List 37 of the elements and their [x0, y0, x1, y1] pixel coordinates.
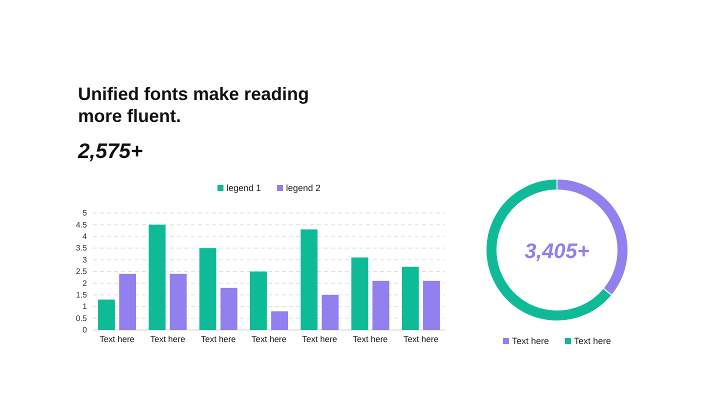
y-tick-label: 4.5: [76, 220, 88, 230]
bar: [199, 248, 216, 330]
y-tick-label: 0: [82, 326, 88, 335]
y-tick-label: 1.5: [76, 290, 88, 300]
bar: [220, 288, 238, 330]
legend-label: legend 1: [226, 183, 261, 193]
bar: [423, 280, 440, 330]
text: 3,405+: [524, 240, 590, 263]
bar: [250, 272, 267, 330]
x-tick-label: Text here: [100, 334, 135, 344]
bar: [372, 280, 390, 330]
bar: [170, 274, 187, 330]
bar: [402, 266, 419, 330]
x-tick-label: Text here: [200, 334, 236, 344]
bar: [148, 224, 166, 330]
y-tick-label: 3: [82, 255, 88, 264]
y-tick-label: 4: [82, 232, 88, 241]
y-tick-label: 5: [82, 208, 88, 218]
bar: [300, 229, 318, 330]
bar: [322, 294, 339, 330]
y-tick-label: 2.5: [76, 267, 88, 276]
bar: [351, 257, 368, 330]
bar: [271, 311, 288, 330]
x-tick-label: Text here: [252, 334, 287, 344]
x-tick-label: Text here: [403, 334, 439, 344]
chart-subtitle: 2,575+: [77, 140, 143, 163]
y-tick-label: 1: [82, 302, 88, 312]
bar: [98, 300, 115, 330]
x-tick-label: Text here: [150, 334, 186, 344]
chart-title: Unified fonts make reading more fluent.: [78, 84, 310, 126]
y-tick-label: 0.5: [76, 314, 88, 323]
legend-label: legend 2: [286, 183, 321, 193]
y-tick-label: 3.5: [76, 244, 88, 253]
x-tick-label: Text here: [302, 334, 338, 344]
x-tick-label: Text here: [352, 334, 388, 344]
bar: [119, 274, 136, 330]
y-tick-label: 2: [82, 278, 88, 288]
